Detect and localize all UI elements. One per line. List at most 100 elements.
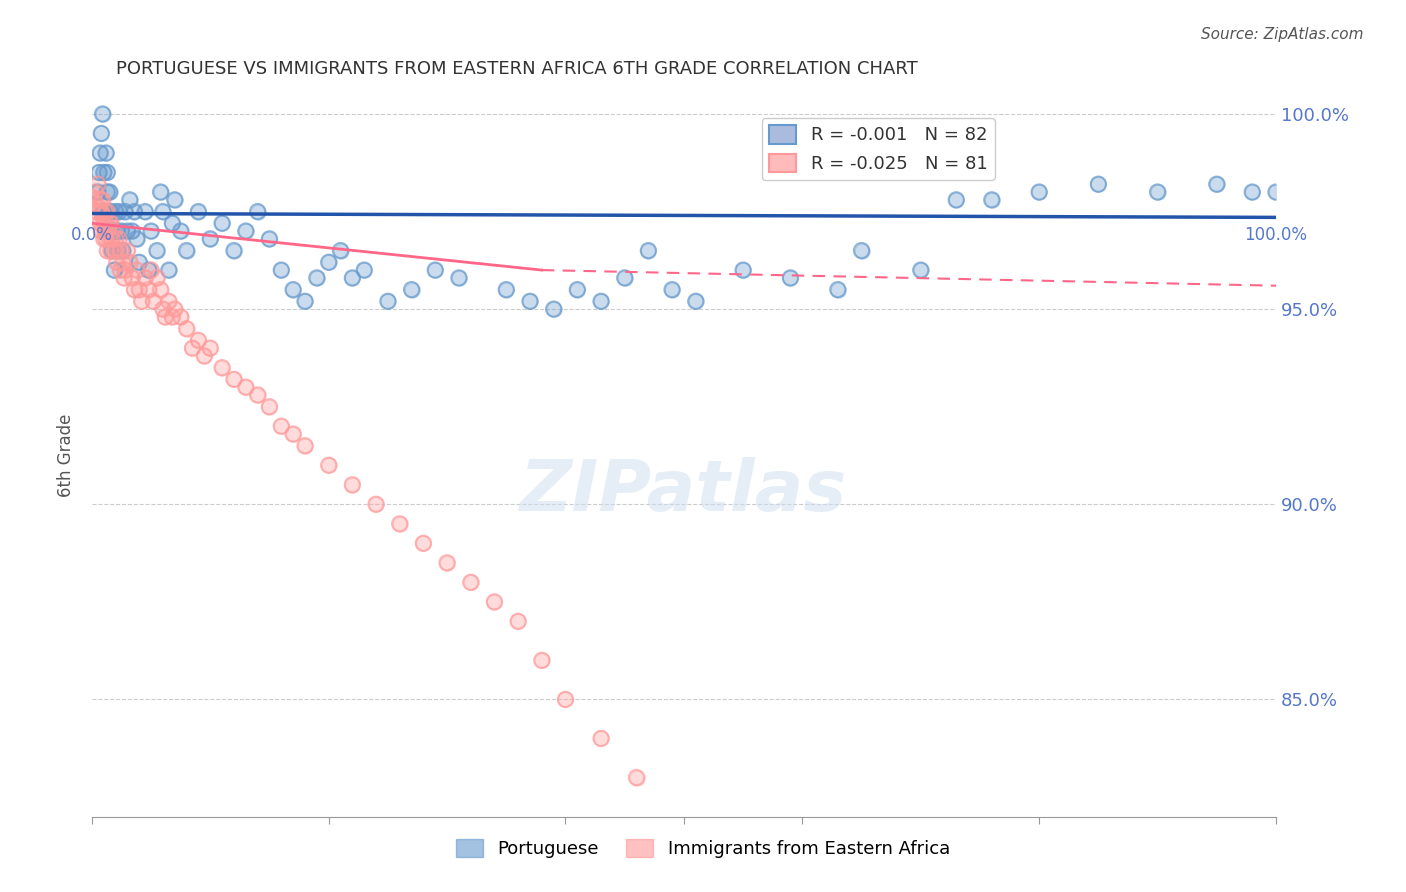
Portuguese: [149, 185, 172, 199]
Portuguese: [235, 224, 257, 238]
Point: [104, 232, 127, 246]
Point: [508, 615, 530, 629]
Portuguese: [169, 224, 191, 238]
Immigrants from Eastern Africa: [149, 283, 172, 297]
Portuguese: [101, 224, 124, 238]
Point: [222, 372, 245, 386]
Point: [181, 341, 204, 355]
Point: [554, 692, 576, 706]
Immigrants from Eastern Africa: [93, 216, 115, 230]
Point: [270, 263, 292, 277]
Point: [89, 146, 111, 161]
Portuguese: [134, 204, 156, 219]
Immigrants from Eastern Africa: [94, 232, 117, 246]
Point: [211, 216, 233, 230]
Point: [94, 232, 117, 246]
Portuguese: [111, 244, 134, 258]
Portuguese: [1265, 185, 1288, 199]
Portuguese: [100, 204, 122, 219]
Point: [152, 204, 174, 219]
Immigrants from Eastern Africa: [124, 283, 146, 297]
Point: [101, 232, 124, 246]
Point: [96, 204, 118, 219]
Immigrants from Eastern Africa: [200, 341, 222, 355]
Portuguese: [342, 271, 364, 285]
Point: [107, 244, 129, 258]
Immigrants from Eastern Africa: [87, 178, 110, 192]
Portuguese: [121, 224, 143, 238]
Point: [567, 283, 589, 297]
Point: [613, 271, 636, 285]
Point: [155, 310, 177, 324]
Point: [519, 294, 541, 309]
Point: [169, 310, 191, 324]
Portuguese: [567, 283, 589, 297]
Portuguese: [827, 283, 849, 297]
Text: PORTUGUESE VS IMMIGRANTS FROM EASTERN AFRICA 6TH GRADE CORRELATION CHART: PORTUGUESE VS IMMIGRANTS FROM EASTERN AF…: [115, 60, 917, 78]
Portuguese: [613, 271, 636, 285]
Portuguese: [211, 216, 233, 230]
Point: [93, 216, 115, 230]
Point: [128, 255, 150, 269]
Immigrants from Eastern Africa: [110, 244, 132, 258]
Portuguese: [1241, 185, 1264, 199]
Legend: R = -0.001   N = 82, R = -0.025   N = 81: R = -0.001 N = 82, R = -0.025 N = 81: [762, 118, 994, 180]
Portuguese: [124, 204, 146, 219]
Immigrants from Eastern Africa: [89, 193, 111, 207]
Point: [98, 185, 121, 199]
Immigrants from Eastern Africa: [163, 302, 186, 317]
Point: [589, 731, 612, 746]
Point: [87, 165, 110, 179]
Point: [118, 255, 141, 269]
Portuguese: [107, 244, 129, 258]
Immigrants from Eastern Africa: [91, 209, 114, 223]
Point: [235, 224, 257, 238]
Point: [97, 224, 120, 238]
Point: [388, 516, 411, 531]
Point: [124, 204, 146, 219]
Portuguese: [146, 244, 169, 258]
Portuguese: [318, 255, 340, 269]
Immigrants from Eastern Africa: [484, 595, 506, 609]
Point: [108, 204, 131, 219]
Immigrants from Eastern Africa: [112, 271, 135, 285]
Portuguese: [98, 224, 121, 238]
Point: [107, 244, 129, 258]
Immigrants from Eastern Africa: [294, 439, 316, 453]
Point: [1087, 178, 1109, 192]
Portuguese: [1205, 178, 1227, 192]
Point: [121, 271, 143, 285]
Portuguese: [87, 185, 110, 199]
Immigrants from Eastern Africa: [98, 232, 121, 246]
Immigrants from Eastern Africa: [98, 216, 121, 230]
Immigrants from Eastern Africa: [87, 201, 110, 215]
Point: [910, 263, 932, 277]
Immigrants from Eastern Africa: [152, 302, 174, 317]
Point: [149, 283, 172, 297]
Portuguese: [96, 165, 118, 179]
Portuguese: [114, 204, 136, 219]
Point: [117, 244, 139, 258]
Point: [101, 224, 124, 238]
Point: [94, 146, 117, 161]
Point: [530, 653, 553, 667]
Point: [100, 204, 122, 219]
Immigrants from Eastern Africa: [111, 255, 134, 269]
Point: [281, 427, 304, 442]
Point: [98, 224, 121, 238]
Point: [193, 349, 215, 363]
Immigrants from Eastern Africa: [91, 193, 114, 207]
Point: [93, 232, 115, 246]
Point: [637, 244, 659, 258]
Point: [101, 244, 124, 258]
Point: [447, 271, 470, 285]
Point: [103, 244, 125, 258]
Point: [661, 283, 683, 297]
Point: [110, 263, 132, 277]
Point: [281, 283, 304, 297]
Immigrants from Eastern Africa: [187, 334, 209, 348]
Point: [93, 204, 115, 219]
Point: [1265, 185, 1288, 199]
Immigrants from Eastern Africa: [97, 224, 120, 238]
Portuguese: [96, 185, 118, 199]
